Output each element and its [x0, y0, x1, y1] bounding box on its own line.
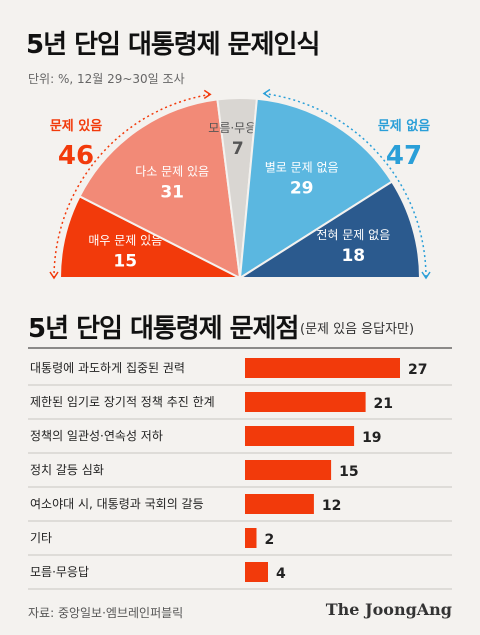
- group-arc-1: [263, 92, 427, 279]
- pie-slice-label-1: 다소 문제 있음: [135, 164, 209, 178]
- pie-slice-4: [236, 180, 422, 279]
- bar-category-label-5: 기타: [30, 531, 52, 545]
- group-arc-0: [53, 93, 211, 279]
- pie-slice-label-4: 전혀 문제 없음: [316, 228, 390, 242]
- bar-category-label-4: 여소야대 시, 대통령과 국회의 갈등: [30, 497, 204, 511]
- bar-category-label-0: 대통령에 과도하게 집중된 권력: [30, 361, 185, 375]
- bar-category-label-1: 제한된 임기로 장기적 정책 추진 한계: [30, 394, 215, 409]
- unit-note: 단위: %, 12월 29~30일 조사: [28, 72, 185, 86]
- group-arrow-1a: [262, 88, 271, 99]
- pie-slice-1: [78, 98, 242, 280]
- section-title: 5년 단임 대통령제 문제점: [28, 314, 299, 344]
- bar-value-label-1: 21: [374, 396, 393, 412]
- half-donut-chart: 매우 문제 있음 15 다소 문제 있음 31 모름·무응답 7 별로 문제 없음 29 전혀 …: [49, 88, 431, 280]
- brand-logo: The JoongAng: [325, 600, 452, 619]
- bar-6: [245, 562, 268, 582]
- pie-slice-value-2: 7: [232, 139, 244, 159]
- page-title: 5년 단임 대통령제 문제인식: [26, 30, 320, 60]
- bar-2: [245, 426, 355, 446]
- source-note: 자료: 중앙일보·엠브레인퍼블릭: [28, 606, 184, 620]
- pie-slice-label-3: 별로 문제 없음: [265, 160, 339, 174]
- bar-value-label-4: 12: [322, 498, 341, 514]
- group-label-1: 문제 없음: [378, 118, 430, 134]
- pie-slice-label-0: 매우 문제 있음: [88, 233, 162, 247]
- group-label-0: 문제 있음: [50, 118, 102, 134]
- bar-value-label-2: 19: [362, 430, 381, 446]
- pie-slice-value-3: 29: [290, 178, 314, 198]
- group-value-1: 47: [386, 141, 422, 171]
- bar-value-label-0: 27: [408, 362, 427, 378]
- group-arrow-1b: [421, 271, 431, 280]
- bar-0: [245, 358, 400, 378]
- pie-slice-label-2: 모름·무응답: [208, 121, 267, 135]
- bar-value-label-3: 15: [339, 464, 358, 480]
- group-arrow-0a: [49, 271, 59, 280]
- pie-slice-3: [238, 97, 394, 280]
- bar-value-label-5: 2: [264, 532, 274, 548]
- bar-3: [245, 460, 332, 480]
- pie-slice-value-1: 31: [160, 182, 184, 202]
- pie-slice-value-4: 18: [341, 246, 365, 266]
- group-arrow-0b: [203, 89, 212, 100]
- bar-1: [245, 392, 366, 412]
- bar-category-label-6: 모름·무응답: [30, 565, 89, 579]
- bar-5: [245, 528, 257, 548]
- bar-value-label-6: 4: [276, 566, 286, 582]
- bar-category-label-3: 정치 갈등 심화: [30, 463, 104, 477]
- bar-4: [245, 494, 314, 514]
- pie-slice-value-0: 15: [113, 251, 137, 271]
- bar-category-label-2: 정책의 일관성·연속성 저하: [30, 428, 163, 443]
- section-subtitle: (문제 있음 응답자만): [300, 322, 415, 337]
- group-value-0: 46: [58, 141, 94, 171]
